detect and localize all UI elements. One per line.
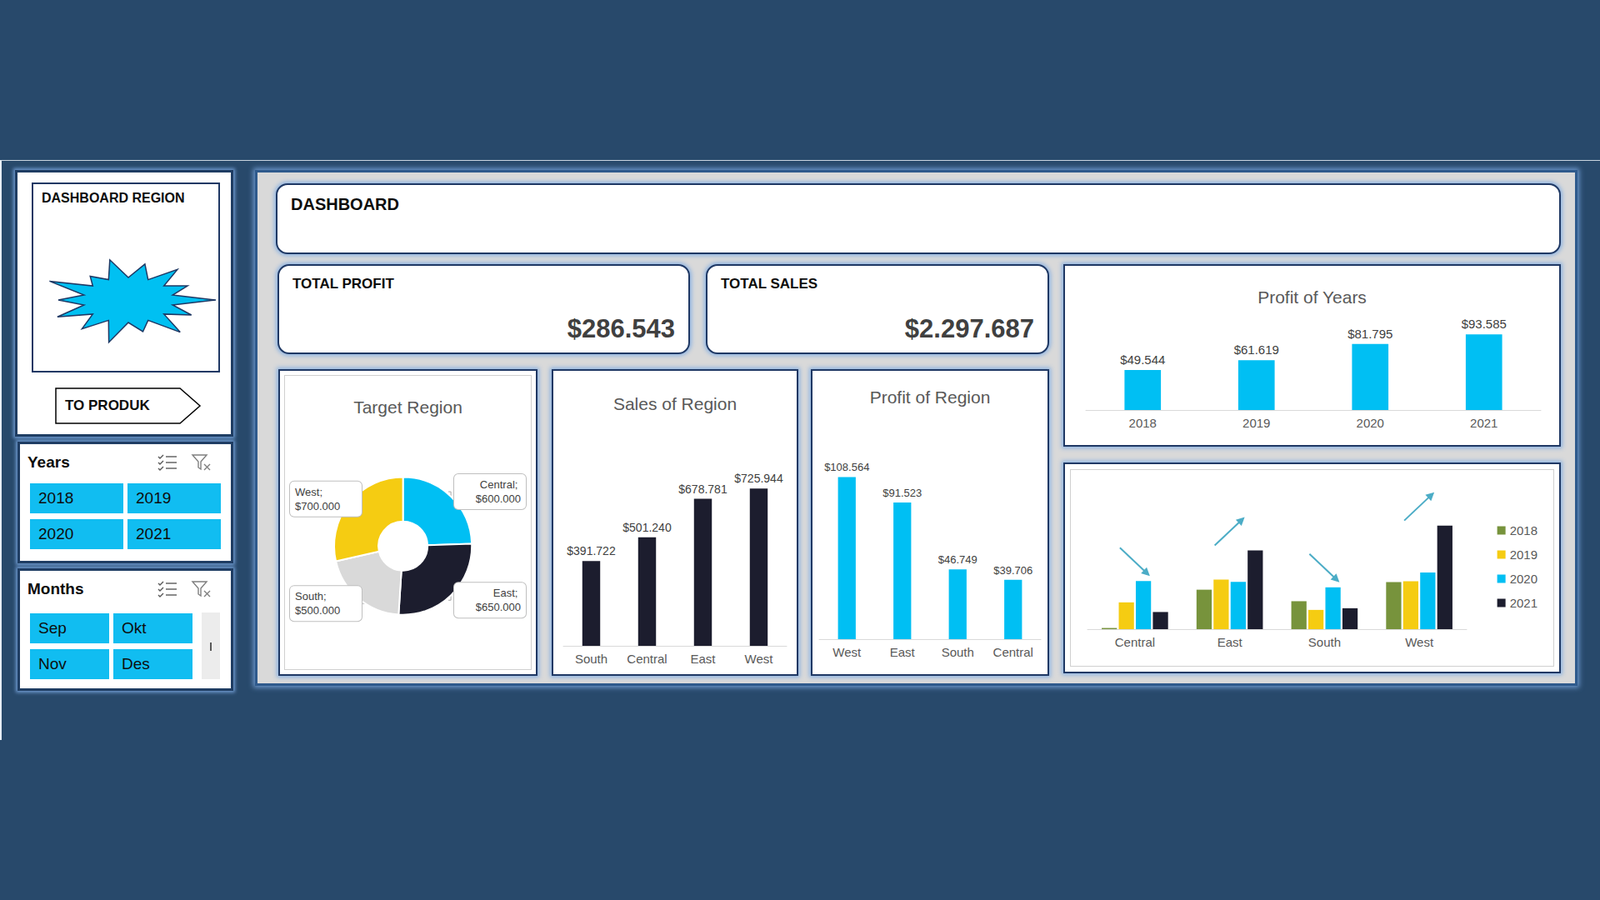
svg-text:Central: Central (1115, 635, 1155, 650)
svg-text:2018: 2018 (1510, 523, 1538, 538)
svg-text:West: West (1405, 635, 1435, 650)
html-text:Okt: Okt (121, 619, 147, 637)
svg-text:East: East (890, 645, 916, 660)
svg-text:$49.544: $49.544 (1120, 352, 1165, 367)
svg-text:$39.706: $39.706 (993, 564, 1033, 577)
html-text:2021: 2021 (135, 525, 172, 543)
svg-text:$501.240: $501.240 (622, 520, 672, 535)
html-text:2018: 2018 (38, 489, 74, 507)
html-text:Months: Months (27, 580, 84, 598)
svg-text:East: East (690, 651, 716, 666)
html-text:$286.543: $286.543 (567, 314, 675, 344)
html-text:2019: 2019 (135, 489, 172, 507)
html-text:Nov: Nov (38, 655, 67, 673)
svg-text:$91.523: $91.523 (882, 486, 922, 500)
html-text:DASHBOARD: DASHBOARD (290, 195, 400, 214)
svg-text:$46.749: $46.749 (938, 553, 978, 566)
svg-text:$81.795: $81.795 (1347, 326, 1393, 341)
svg-text:2021: 2021 (1510, 595, 1538, 610)
svg-text:2019: 2019 (1242, 415, 1270, 430)
svg-text:2021: 2021 (1470, 415, 1498, 430)
html-text:DASHBOARD REGION: DASHBOARD REGION (41, 190, 185, 205)
svg-text:Target Region: Target Region (353, 397, 463, 417)
svg-text:South: South (575, 651, 608, 666)
html-text:2020: 2020 (38, 525, 74, 543)
svg-text:West: West (832, 645, 862, 660)
svg-text:$725.944: $725.944 (734, 471, 784, 485)
svg-text:West;: West; (295, 485, 326, 499)
svg-text:2020: 2020 (1356, 415, 1385, 430)
svg-text:$700.000: $700.000 (295, 500, 340, 513)
svg-text:South: South (1308, 635, 1341, 650)
svg-text:2019: 2019 (1510, 547, 1538, 562)
html-text:Des: Des (121, 655, 150, 673)
html-text:Years: Years (27, 453, 70, 471)
html-text:Sep: Sep (38, 619, 67, 637)
svg-text:$61.619: $61.619 (1234, 342, 1280, 357)
svg-text:Central: Central (993, 645, 1034, 660)
svg-text:Profit of Years: Profit of Years (1257, 287, 1367, 307)
svg-text:$108.564: $108.564 (824, 460, 870, 474)
svg-text:$650.000: $650.000 (475, 600, 521, 614)
html-text:TO PRODUK: TO PRODUK (65, 397, 150, 414)
svg-text:Central;: Central; (480, 478, 521, 491)
svg-text:West: West (745, 651, 775, 666)
html-text:$2.297.687: $2.297.687 (904, 314, 1035, 344)
svg-text:$93.585: $93.585 (1461, 316, 1507, 331)
svg-text:$391.722: $391.722 (566, 544, 616, 558)
svg-text:2018: 2018 (1129, 415, 1157, 430)
svg-text:2020: 2020 (1510, 571, 1538, 586)
html-text:TOTAL SALES: TOTAL SALES (720, 275, 818, 292)
svg-text:$678.781: $678.781 (678, 482, 728, 496)
svg-text:East;: East; (493, 586, 521, 600)
svg-text:South: South (941, 645, 975, 660)
html-text:TOTAL PROFIT: TOTAL PROFIT (292, 275, 394, 292)
svg-text:Profit of Region: Profit of Region (870, 387, 991, 407)
svg-text:Central: Central (626, 651, 667, 666)
svg-text:$500.000: $500.000 (295, 604, 340, 617)
svg-text:Sales of Region: Sales of Region (613, 394, 737, 414)
svg-text:East: East (1217, 635, 1244, 650)
svg-text:$600.000: $600.000 (475, 492, 521, 505)
svg-text:South;: South; (295, 590, 330, 603)
